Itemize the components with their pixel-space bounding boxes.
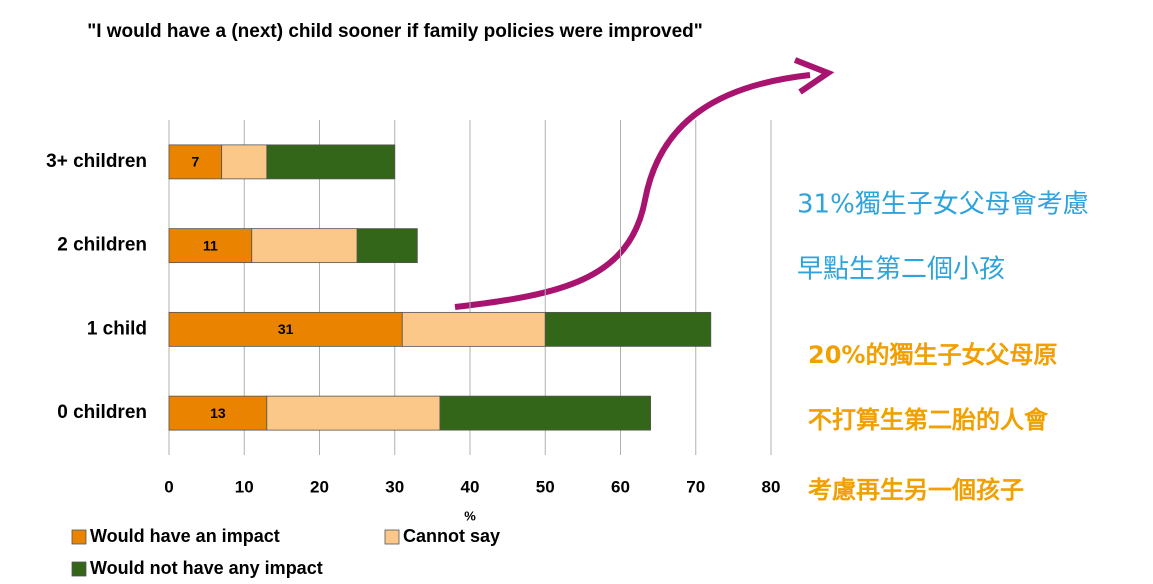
x-tick-label: 20 bbox=[310, 477, 329, 496]
x-tick-label: 70 bbox=[686, 477, 705, 496]
x-tick-label: 30 bbox=[385, 477, 404, 496]
data-label: 7 bbox=[191, 154, 199, 170]
x-tick-label: 40 bbox=[461, 477, 480, 496]
x-tick-label: 0 bbox=[164, 477, 173, 496]
legend-label: Would have an impact bbox=[90, 526, 280, 546]
bar-segment bbox=[356, 228, 418, 264]
x-tick-label: 60 bbox=[611, 477, 630, 496]
bar-segment bbox=[401, 311, 546, 347]
bar-segment bbox=[544, 311, 712, 347]
legend-swatch bbox=[384, 529, 400, 545]
bar-segment bbox=[168, 311, 403, 347]
data-label: 13 bbox=[210, 405, 226, 421]
annotation: 不打算生第二胎的人會 bbox=[808, 406, 1049, 434]
legend-label: Cannot say bbox=[403, 526, 500, 546]
annotation: 考慮再生另一個孩子 bbox=[808, 476, 1024, 504]
y-tick-label: 3+ children bbox=[46, 151, 147, 172]
y-tick-label: 0 children bbox=[57, 402, 147, 423]
legend-label: Would not have any impact bbox=[90, 558, 323, 578]
bar-segment bbox=[439, 395, 651, 431]
bar-segment bbox=[221, 144, 268, 180]
arrow bbox=[454, 72, 811, 310]
annotation: 早點生第二個小孩 bbox=[797, 255, 1005, 285]
annotation: 31%獨生子女父母會考慮 bbox=[797, 190, 1089, 220]
y-tick-label: 1 child bbox=[87, 318, 147, 339]
data-label: 11 bbox=[203, 237, 218, 253]
bar-segment bbox=[251, 228, 358, 264]
bar-segment bbox=[266, 395, 441, 431]
x-axis-label: % bbox=[464, 508, 476, 523]
y-tick-label: 2 children bbox=[57, 235, 147, 256]
x-tick-label: 80 bbox=[762, 477, 781, 496]
data-label: 31 bbox=[278, 321, 294, 337]
legend-swatch bbox=[71, 529, 87, 545]
bar-segment bbox=[266, 144, 396, 180]
x-tick-label: 10 bbox=[235, 477, 254, 496]
legend-swatch bbox=[71, 561, 87, 577]
bar-segment bbox=[168, 395, 268, 431]
x-tick-label: 50 bbox=[536, 477, 555, 496]
arrow-head bbox=[793, 57, 835, 95]
bar-segment bbox=[168, 228, 253, 264]
annotation: 20%的獨生子女父母原 bbox=[808, 341, 1057, 369]
chart-title: "I would have a (next) child sooner if f… bbox=[87, 21, 703, 42]
